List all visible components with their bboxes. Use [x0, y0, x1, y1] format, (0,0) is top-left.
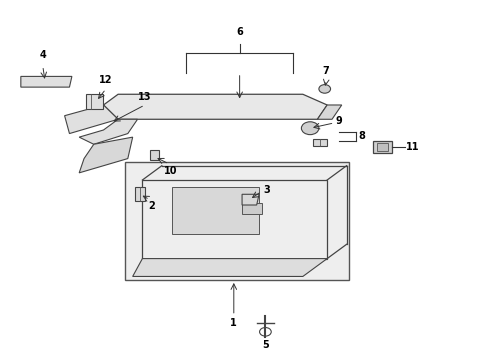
Polygon shape: [312, 139, 326, 146]
Text: 4: 4: [39, 50, 46, 60]
Text: 1: 1: [230, 318, 237, 328]
Polygon shape: [79, 137, 132, 173]
Text: 9: 9: [335, 116, 342, 126]
Text: 5: 5: [262, 340, 268, 350]
Polygon shape: [317, 105, 341, 119]
Text: 6: 6: [236, 27, 243, 37]
Polygon shape: [21, 76, 72, 87]
Polygon shape: [64, 105, 118, 134]
Polygon shape: [103, 94, 326, 119]
Bar: [242, 203, 261, 214]
Text: 10: 10: [163, 166, 177, 176]
Polygon shape: [242, 194, 259, 205]
Bar: [171, 187, 259, 234]
Bar: [125, 162, 348, 280]
Text: 13: 13: [138, 92, 151, 102]
Text: 8: 8: [358, 131, 365, 141]
Polygon shape: [86, 94, 103, 109]
Polygon shape: [132, 258, 326, 276]
Text: 2: 2: [147, 202, 154, 211]
Circle shape: [318, 85, 330, 93]
Circle shape: [301, 122, 318, 135]
Polygon shape: [149, 150, 159, 160]
Text: 3: 3: [263, 185, 269, 195]
Bar: [376, 143, 387, 151]
Text: 11: 11: [406, 142, 419, 152]
Text: 12: 12: [99, 75, 112, 85]
Polygon shape: [135, 187, 144, 202]
Text: 7: 7: [322, 66, 329, 76]
Polygon shape: [79, 119, 137, 144]
Bar: [372, 141, 391, 153]
